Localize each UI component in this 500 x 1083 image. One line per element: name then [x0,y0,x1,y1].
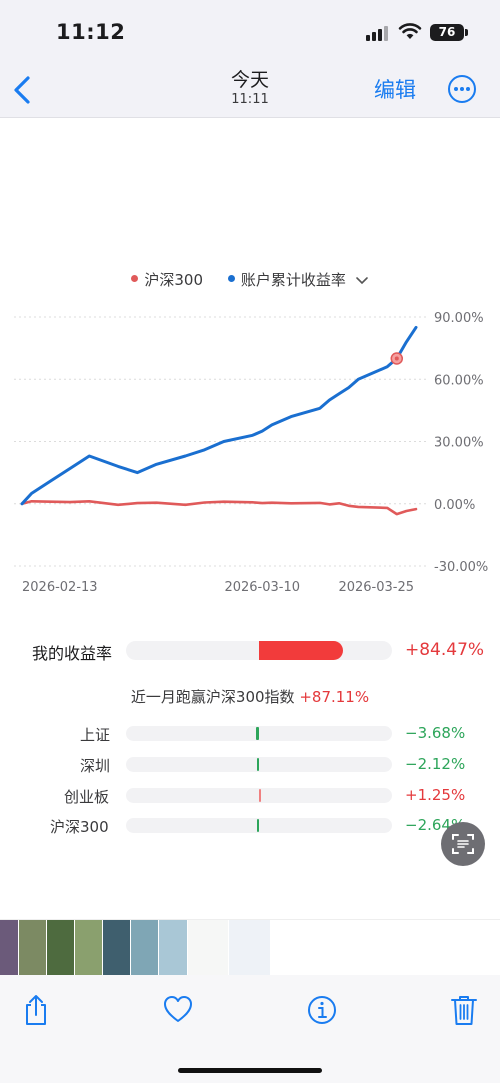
legend-dot [131,275,139,282]
series-line-account [20,325,418,506]
index-bar [257,758,259,771]
index-track [126,788,392,803]
heart-icon[interactable] [163,993,193,1027]
page-subtitle: 11:11 [231,92,269,107]
thumbnail[interactable] [131,920,158,976]
thumbnail[interactable] [0,920,18,976]
live-text-button[interactable] [441,822,485,866]
data-point-marker-core [394,356,399,361]
status-time: 11:12 [56,20,126,44]
beat-index-text: 近一月跑赢沪深300指数 +87.11% [0,686,500,707]
y-tick-label: 0.00% [434,498,475,513]
wifi-icon [398,23,422,39]
more-options-icon[interactable] [447,74,477,104]
photo-content: 沪深300 账户累计收益率 [0,119,500,919]
status-bar: 11:12 76 [0,0,500,62]
chart-legend[interactable]: 沪深300 账户累计收益率 [0,269,500,290]
series-line-hs300 [20,499,418,516]
beat-index-value: +87.11% [299,688,370,706]
index-track [126,818,392,833]
legend-label: 沪深300 [144,271,204,289]
y-tick-label: 30.00% [434,436,484,451]
y-tick-label: 90.00% [434,311,484,326]
index-bar [256,819,259,832]
index-label: 创业板 [64,788,110,806]
x-tick-label: 2026-03-25 [338,580,414,595]
thumbnail[interactable] [47,920,74,976]
home-indicator [178,1068,322,1073]
legend-label: 账户累计收益率 [240,271,346,289]
trash-icon[interactable] [449,993,479,1027]
y-tick-label: 60.00% [434,373,484,388]
index-label: 深圳 [80,757,111,775]
thumbnail[interactable] [188,920,228,976]
scan-text-icon [452,834,474,854]
chevron-down-icon[interactable] [355,276,369,286]
return-chart: 90.00% 60.00% 30.00% 0.00% -30.00% 2026-02-13… [14,311,488,595]
share-icon[interactable] [21,993,51,1027]
index-value: −2.12% [405,755,466,773]
my-return-label: 我的收益率 [32,644,113,663]
my-return-bar [259,641,344,660]
thumbnail[interactable] [159,920,187,976]
index-value: −3.68% [405,724,466,742]
battery-icon: 76 [430,24,468,41]
edit-button[interactable]: 编辑 [374,78,416,102]
x-tick-label: 2026-03-10 [224,580,300,595]
back-chevron-icon[interactable] [8,72,38,108]
thumbnail[interactable] [19,920,46,976]
index-bar [259,789,261,802]
info-icon[interactable] [307,993,337,1027]
legend-dot [227,275,235,282]
beat-index-label: 近一月跑赢沪深300指数 [130,688,295,706]
my-return-value: +84.47% [405,640,485,660]
index-track [126,726,392,741]
thumbnail[interactable] [75,920,102,976]
nav-bar: 今天 11:11 编辑 [0,62,500,118]
thumbnail[interactable] [103,920,130,976]
page-title: 今天 [230,69,269,91]
thumbnail-strip[interactable] [0,919,500,976]
thumbnail[interactable] [229,920,270,976]
legend-item-hs300: 沪深300 [131,269,203,290]
index-label: 上证 [80,726,111,744]
index-track [126,757,392,772]
cell-signal-icon [366,25,390,41]
index-bar [255,727,259,740]
y-tick-label: -30.00% [434,560,488,575]
index-value: +1.25% [405,786,466,804]
my-return-track [126,641,392,660]
legend-item-account: 账户累计收益率 [227,269,369,290]
bottom-toolbar [0,975,500,1083]
x-tick-label: 2026-02-13 [22,580,98,595]
index-label: 沪深300 [50,818,109,836]
